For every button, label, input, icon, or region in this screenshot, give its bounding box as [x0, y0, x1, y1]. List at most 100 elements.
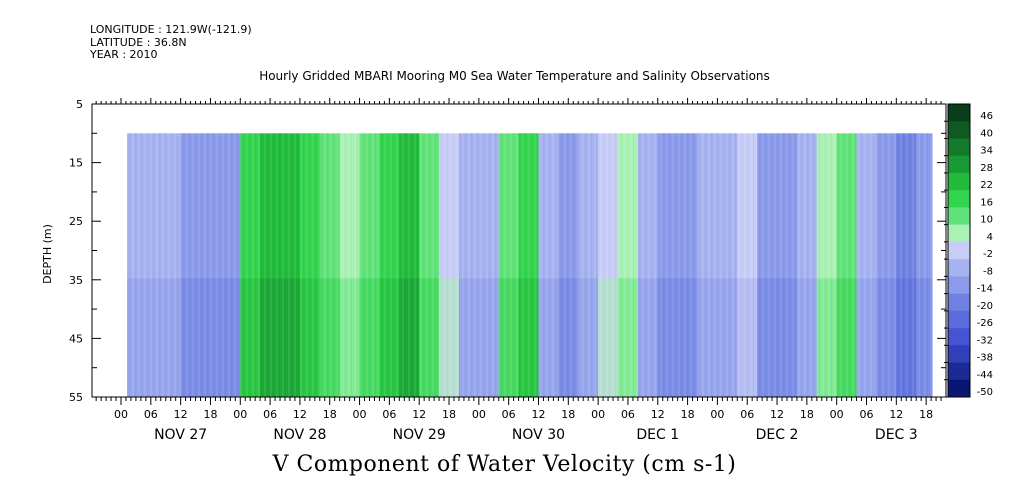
- heatmap-column-lower: [836, 278, 858, 397]
- colorbar-label: 34: [980, 146, 993, 157]
- heatmap-column-lower: [478, 278, 500, 397]
- colorbar-swatch: [948, 207, 970, 225]
- x-day-label: NOV 30: [512, 427, 565, 443]
- heatmap-column-lower: [916, 278, 933, 397]
- heatmap-column-lower: [637, 278, 659, 397]
- colorbar-swatch: [948, 345, 970, 363]
- colorbar-label: -50: [977, 387, 993, 398]
- heatmap-column-lower: [260, 278, 281, 397]
- heatmap-column-lower: [280, 278, 301, 397]
- colorbar-swatch: [948, 241, 970, 260]
- x-hour-label: 06: [860, 408, 874, 421]
- x-hour-label: 12: [174, 408, 188, 421]
- colorbar-label: -26: [977, 318, 993, 329]
- heatmap-column-lower: [777, 278, 798, 397]
- y-axis: 5 15 25 35 45 55: [69, 98, 946, 404]
- colorbar-swatch: [948, 224, 970, 243]
- heatmap-column-lower: [319, 278, 341, 397]
- y-tick-label: 15: [69, 157, 83, 170]
- colorbar-label: -8: [983, 266, 993, 277]
- heatmap-column-lower: [816, 278, 838, 397]
- heatmap-column-lower: [796, 278, 818, 397]
- colorbar-label: -32: [977, 335, 993, 346]
- x-hour-label: 18: [800, 408, 814, 421]
- y-tick-label: 55: [69, 391, 83, 404]
- heatmap-column-lower: [498, 278, 520, 397]
- heatmap-column-lower: [558, 278, 579, 397]
- x-hour-label: 12: [531, 408, 545, 421]
- x-day-label: NOV 28: [273, 427, 326, 443]
- y-axis-label: DEPTH (m): [41, 224, 54, 284]
- y-tick-label: 35: [69, 274, 83, 287]
- colorbar-swatch: [948, 104, 970, 122]
- heatmap-column-lower: [379, 278, 400, 397]
- colorbar-label: -38: [977, 353, 993, 364]
- metadata-block: LONGITUDE : 121.9W(-121.9) LATITUDE : 36…: [90, 23, 252, 62]
- heatmap-column-lower: [458, 278, 480, 397]
- y-tick-label: 25: [69, 215, 83, 228]
- x-hour-label: 00: [591, 408, 605, 421]
- colorbar-swatch: [948, 379, 970, 398]
- x-hour-label: 00: [233, 408, 247, 421]
- heatmap-column-lower: [160, 278, 182, 397]
- latitude-label: LATITUDE : 36.8N: [90, 35, 187, 49]
- x-day-label: DEC 3: [875, 427, 918, 443]
- x-hour-label: 18: [561, 408, 575, 421]
- colorbar-label: -14: [977, 284, 993, 295]
- heatmap-column-lower: [598, 278, 619, 397]
- heatmap-column-lower: [127, 278, 142, 397]
- heatmap-column-lower: [140, 278, 162, 397]
- x-hour-label: 06: [144, 408, 158, 421]
- colorbar-label: -20: [977, 301, 993, 312]
- x-hour-label: 12: [770, 408, 784, 421]
- heatmap-column-lower: [757, 278, 778, 397]
- x-hour-label: 06: [263, 408, 277, 421]
- colorbar-label: 46: [980, 111, 993, 122]
- heatmap-column-lower: [697, 278, 718, 397]
- heatmap-column-lower: [439, 278, 460, 397]
- colorbar-swatch: [948, 121, 970, 139]
- chart-title: Hourly Gridded MBARI Mooring M0 Sea Wate…: [259, 69, 770, 83]
- heatmap-column-lower: [200, 278, 221, 397]
- colorbar-label: 10: [980, 215, 993, 226]
- x-hour-label: 00: [472, 408, 486, 421]
- heatmap-column-lower: [359, 278, 380, 397]
- heatmap-column-lower: [657, 278, 679, 397]
- x-hour-label: 18: [203, 408, 217, 421]
- heatmap-column-lower: [518, 278, 539, 397]
- heatmap-column-lower: [240, 278, 261, 397]
- colorbar-label: 16: [980, 197, 993, 208]
- heatmap-column-lower: [578, 278, 599, 397]
- colorbar-swatch: [948, 362, 970, 381]
- y-tick-label: 45: [69, 332, 83, 345]
- x-hour-label: 18: [681, 408, 695, 421]
- heatmap-column-lower: [717, 278, 738, 397]
- colorbar-swatch: [948, 259, 970, 277]
- colorbar-swatch: [948, 328, 970, 346]
- colorbar-label: -44: [977, 370, 993, 381]
- x-hour-label: 00: [353, 408, 367, 421]
- colorbar-label: -2: [983, 249, 993, 260]
- colorbar-swatch: [948, 155, 970, 174]
- heatmap-column-lower: [876, 278, 897, 397]
- colorbar-swatch: [948, 293, 970, 312]
- x-hour-label: 12: [293, 408, 307, 421]
- variable-title: V Component of Water Velocity (cm s-1): [272, 452, 737, 477]
- heatmap-cells: [127, 133, 933, 398]
- heatmap-column-lower: [339, 278, 361, 397]
- colorbar-swatch: [948, 138, 970, 157]
- x-hour-label: 06: [382, 408, 396, 421]
- x-hour-label: 12: [651, 408, 665, 421]
- x-day-label: DEC 2: [756, 427, 799, 443]
- heatmap-column-lower: [737, 278, 758, 397]
- x-hour-label: 00: [114, 408, 128, 421]
- colorbar-label: 28: [980, 163, 993, 174]
- x-day-label: NOV 29: [393, 427, 446, 443]
- heatmap-column-lower: [419, 278, 440, 397]
- heatmap-column-lower: [220, 278, 241, 397]
- colorbar-swatch: [948, 190, 970, 208]
- x-hour-label: 18: [323, 408, 337, 421]
- x-hour-label: 06: [502, 408, 516, 421]
- heatmap-column-lower: [399, 278, 420, 397]
